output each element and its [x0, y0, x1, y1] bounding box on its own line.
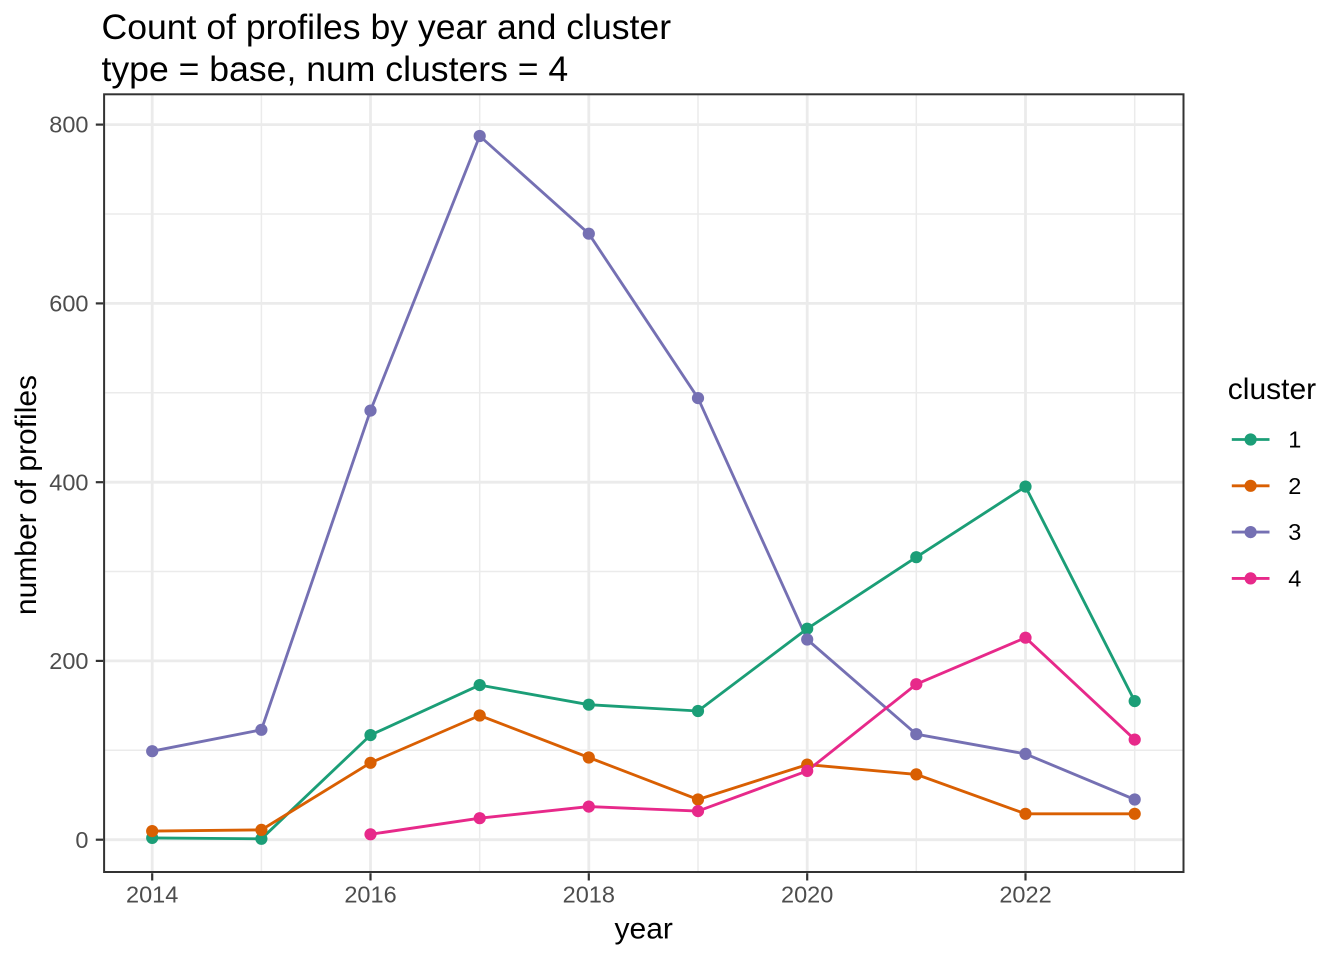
svg-text:1: 1: [1288, 427, 1301, 453]
svg-text:type = base, num clusters = 4: type = base, num clusters = 4: [102, 49, 569, 89]
svg-text:Count of profiles by year and: Count of profiles by year and cluster: [102, 7, 672, 47]
svg-text:400: 400: [49, 469, 88, 495]
svg-text:2022: 2022: [999, 881, 1051, 907]
svg-text:800: 800: [49, 112, 88, 138]
svg-text:600: 600: [49, 291, 88, 317]
svg-text:2016: 2016: [344, 881, 396, 907]
svg-text:2014: 2014: [126, 881, 178, 907]
svg-text:3: 3: [1288, 519, 1301, 545]
svg-text:2020: 2020: [781, 881, 833, 907]
svg-text:4: 4: [1288, 566, 1301, 592]
svg-text:cluster: cluster: [1228, 373, 1316, 406]
svg-text:200: 200: [49, 648, 88, 674]
svg-text:year: year: [615, 913, 673, 946]
svg-text:number of profiles: number of profiles: [10, 375, 43, 615]
svg-text:2018: 2018: [563, 881, 615, 907]
svg-text:0: 0: [75, 827, 88, 853]
svg-text:2: 2: [1288, 473, 1301, 499]
